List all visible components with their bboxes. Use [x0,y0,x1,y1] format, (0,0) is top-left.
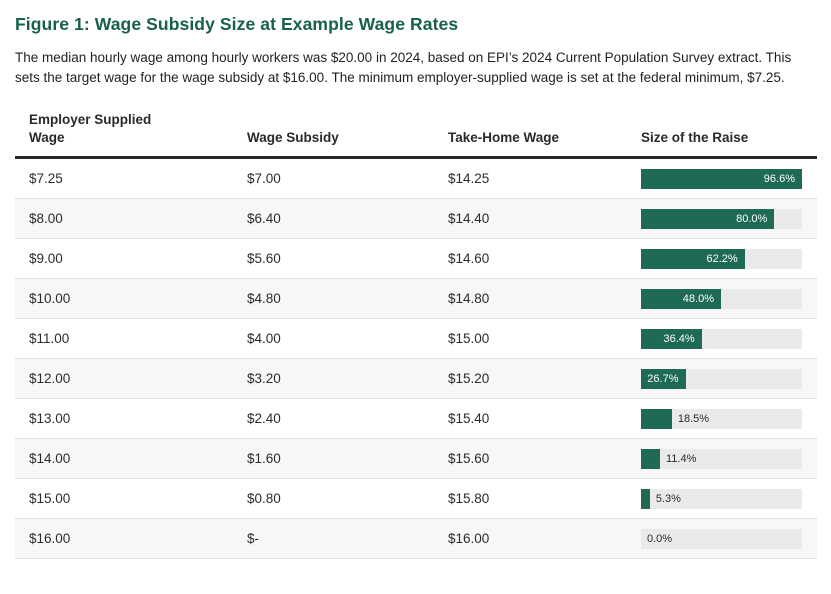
wage-subsidy-table: Employer Supplied Wage Wage Subsidy Take… [15,111,817,559]
table-row: $12.00 $3.20 $15.20 26.7% [15,359,817,399]
wage-subsidy-cell: $6.40 [247,211,281,226]
table-body: $7.25 $7.00 $14.25 96.6% $8.00 $6.40 $14.40 80.… [15,159,817,559]
size-of-raise-cell: 62.2% [627,248,817,269]
size-of-raise-cell: 0.0% [627,528,817,549]
raise-percentage-label: 80.0% [736,212,768,225]
size-of-raise-cell: 80.0% [627,208,817,229]
wage-subsidy-cell: $2.40 [247,411,281,426]
raise-percentage-label: 62.2% [706,252,738,265]
raise-bar-fill: 48.0% [641,288,721,309]
employer-supplied-wage-cell: $8.00 [29,211,63,226]
take-home-wage-cell: $15.20 [448,371,490,386]
raise-percentage-label: 18.5% [677,412,710,425]
raise-bar-fill [641,448,660,469]
raise-bar-fill [641,408,672,429]
raise-bar-fill: 36.4% [641,328,702,349]
employer-supplied-wage-cell: $10.00 [29,291,71,306]
employer-supplied-wage-cell: $15.00 [29,491,71,506]
column-header-employer-supplied-wage: Employer Supplied Wage [29,112,152,145]
raise-percentage-label: 48.0% [682,292,714,305]
take-home-wage-cell: $15.00 [448,331,490,346]
raise-bar-track: 11.4% [641,448,802,469]
employer-supplied-wage-cell: $9.00 [29,251,63,266]
size-of-raise-cell: 96.6% [627,168,817,189]
take-home-wage-cell: $15.80 [448,491,490,506]
table-row: $13.00 $2.40 $15.40 18.5% [15,399,817,439]
size-of-raise-cell: 48.0% [627,288,817,309]
raise-bar-track: 80.0% [641,208,802,229]
take-home-wage-cell: $14.40 [448,211,490,226]
raise-bar-track: 48.0% [641,288,802,309]
column-header-wage-subsidy: Wage Subsidy [247,130,339,145]
raise-bar-track: 36.4% [641,328,802,349]
table-row: $8.00 $6.40 $14.40 80.0% [15,199,817,239]
wage-subsidy-cell: $1.60 [247,451,281,466]
raise-bar-track: 62.2% [641,248,802,269]
column-header-take-home-wage: Take-Home Wage [448,130,560,145]
raise-percentage-label: 0.0% [647,532,673,545]
size-of-raise-cell: 18.5% [627,408,817,429]
table-row: $7.25 $7.00 $14.25 96.6% [15,159,817,199]
wage-subsidy-cell: $- [247,531,260,546]
wage-subsidy-cell: $4.80 [247,291,281,306]
raise-bar-track: 0.0% [641,528,802,549]
raise-bar-track: 18.5% [641,408,802,429]
wage-subsidy-cell: $0.80 [247,491,281,506]
take-home-wage-cell: $15.60 [448,451,490,466]
raise-percentage-label: 11.4% [666,452,697,465]
employer-supplied-wage-cell: $12.00 [29,371,71,386]
size-of-raise-cell: 5.3% [627,488,817,509]
wage-subsidy-cell: $5.60 [247,251,281,266]
raise-bar-track: 5.3% [641,488,802,509]
wage-subsidy-cell: $4.00 [247,331,281,346]
column-header-size-of-the-raise: Size of the Raise [641,130,749,145]
wage-subsidy-cell: $3.20 [247,371,281,386]
raise-bar-track: 96.6% [641,168,802,189]
employer-supplied-wage-cell: $13.00 [29,411,71,426]
table-row: $9.00 $5.60 $14.60 62.2% [15,239,817,279]
raise-percentage-label: 5.3% [655,492,681,505]
employer-supplied-wage-cell: $11.00 [29,331,70,346]
table-row: $16.00 $- $16.00 0.0% [15,519,817,559]
take-home-wage-cell: $15.40 [448,411,490,426]
raise-bar-fill: 80.0% [641,208,775,229]
take-home-wage-cell: $16.00 [448,531,490,546]
table-header-row: Employer Supplied Wage Wage Subsidy Take… [15,111,817,159]
size-of-raise-cell: 36.4% [627,328,817,349]
raise-bar-fill: 62.2% [641,248,745,269]
raise-bar-fill [641,488,650,509]
employer-supplied-wage-cell: $7.25 [29,171,63,186]
take-home-wage-cell: $14.25 [448,171,490,186]
wage-subsidy-cell: $7.00 [247,171,281,186]
take-home-wage-cell: $14.80 [448,291,490,306]
take-home-wage-cell: $14.60 [448,251,490,266]
raise-bar-fill: 96.6% [641,168,802,189]
employer-supplied-wage-cell: $16.00 [29,531,71,546]
raise-bar-fill: 26.7% [641,368,686,389]
employer-supplied-wage-cell: $14.00 [29,451,71,466]
raise-percentage-label: 36.4% [663,332,695,345]
figure-description: The median hourly wage among hourly work… [15,50,792,85]
figure-title: Figure 1: Wage Subsidy Size at Example W… [15,14,459,34]
table-row: $15.00 $0.80 $15.80 5.3% [15,479,817,519]
table-row: $14.00 $1.60 $15.60 11.4% [15,439,817,479]
table-row: $10.00 $4.80 $14.80 48.0% [15,279,817,319]
table-row: $11.00 $4.00 $15.00 36.4% [15,319,817,359]
raise-bar-track: 26.7% [641,368,802,389]
raise-percentage-label: 26.7% [647,372,679,385]
size-of-raise-cell: 26.7% [627,368,817,389]
size-of-raise-cell: 11.4% [627,448,817,469]
raise-percentage-label: 96.6% [763,172,795,185]
